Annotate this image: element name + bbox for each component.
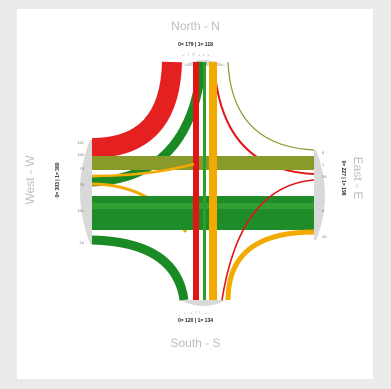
- east-tick-4: 8: [322, 208, 325, 213]
- south-lane-marks: ← ←↑ ↑ →: [183, 310, 208, 316]
- north-lane-marks: ← ↑ ↑↑→ ↓→: [180, 52, 211, 58]
- flow-west-orange-upper: [91, 162, 195, 178]
- north-label: North - N: [171, 19, 220, 33]
- east-tick-3: 25: [322, 174, 327, 179]
- west-flow-counts: 0= 303 | 1= 380: [55, 162, 61, 198]
- east-tick-2: 1: [322, 162, 325, 167]
- flow-north-to-east-olive: [227, 61, 315, 151]
- west-hub: [80, 140, 92, 244]
- west-tick-3: 74: [80, 166, 85, 171]
- flow-north-south-green: [203, 62, 206, 300]
- flow-east-to-south-red: [221, 179, 315, 301]
- west-tick-1: 151: [77, 140, 84, 145]
- flow-north-south-red: [193, 62, 199, 300]
- east-label: East - E: [351, 156, 365, 200]
- west-tick-2: 140: [77, 152, 84, 157]
- west-tick-5: 151: [77, 208, 84, 213]
- east-hub: [314, 150, 325, 240]
- south-label: South - S: [170, 336, 221, 350]
- flow-south-to-east-orange: [225, 229, 315, 301]
- south-hub: [180, 300, 226, 306]
- east-flow-counts: 0= 227 | 1= 198: [340, 160, 346, 196]
- flow-north-to-west: [91, 61, 182, 158]
- flow-west-to-south-green: [91, 235, 189, 301]
- east-tick-5: 10: [322, 234, 327, 239]
- flow-north-south-orange: [209, 62, 217, 300]
- west-tick-6: 24: [80, 240, 85, 245]
- north-flow-counts: 0= 179 | 1= 118: [178, 42, 213, 48]
- west-label: West - W: [23, 155, 37, 205]
- west-tick-4: 70: [80, 182, 85, 187]
- east-tick-1: 5: [322, 150, 325, 155]
- south-flow-counts: 0= 120 | 1= 134: [177, 318, 214, 324]
